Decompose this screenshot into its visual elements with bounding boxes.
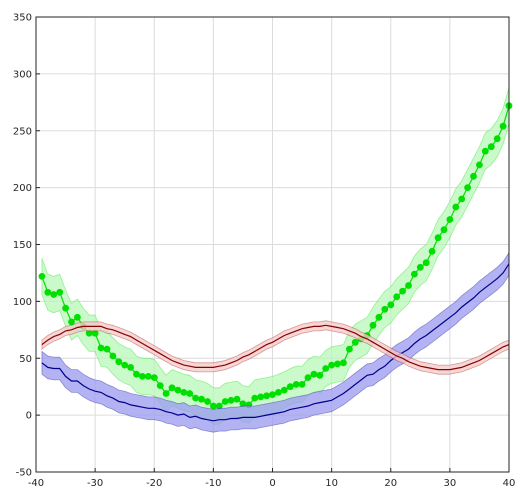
series-0-point xyxy=(103,345,111,353)
series-0-point xyxy=(440,226,448,234)
y-tick-label: 300 xyxy=(13,69,32,80)
series-0-point xyxy=(239,400,247,408)
series-0-point xyxy=(346,345,353,353)
series-0-point xyxy=(91,329,99,337)
series-0-point xyxy=(257,393,265,401)
series-0-point xyxy=(139,373,146,380)
series-0-point xyxy=(97,344,105,352)
series-0-point xyxy=(322,365,330,372)
series-0-point xyxy=(62,304,69,312)
series-0-point xyxy=(310,370,318,378)
series-0-point xyxy=(493,135,501,143)
series-0-point xyxy=(263,392,270,400)
x-tick-label: -30 xyxy=(87,478,103,489)
series-2-line xyxy=(41,324,510,371)
tick-layer: -40 -30 -20 -10 0 10 20 30 40 -50 0 50 100 150 200 250 3… xyxy=(13,13,515,490)
series-0-point xyxy=(56,288,64,296)
series-0-point xyxy=(434,234,442,242)
series-0-point xyxy=(192,394,200,402)
series-0-point xyxy=(286,383,294,391)
x-tick-label: 0 xyxy=(269,478,275,489)
series-0-point xyxy=(275,389,282,396)
x-tick-label: -20 xyxy=(146,478,162,489)
y-tick-label: -50 xyxy=(16,468,32,479)
series-0-point xyxy=(304,374,312,381)
series-0-point xyxy=(233,395,241,403)
x-tick-label: 10 xyxy=(325,478,338,489)
series-0-point xyxy=(387,301,395,309)
series-0-point xyxy=(487,143,495,151)
series-0-point xyxy=(109,352,117,360)
series-0-point xyxy=(127,364,134,371)
series-0-point xyxy=(186,390,194,397)
series-0-point xyxy=(85,329,93,337)
y-tick-label: 200 xyxy=(13,183,32,194)
series-0-point xyxy=(476,161,483,169)
x-tick-label: -10 xyxy=(205,478,221,489)
series-0-point xyxy=(292,381,300,388)
series-0-point xyxy=(316,371,324,379)
x-tick-label: 30 xyxy=(444,478,457,489)
series-0-point xyxy=(328,361,335,369)
series-0-point xyxy=(133,370,140,378)
series-0-point xyxy=(221,398,229,405)
series-0-point xyxy=(428,247,436,255)
series-0-point xyxy=(162,390,170,397)
series-0-point xyxy=(452,203,460,211)
series-0-point xyxy=(115,358,123,366)
series-0-point xyxy=(180,389,188,396)
series-0-point xyxy=(298,381,306,388)
series-0-point xyxy=(399,287,406,295)
series-0-point xyxy=(38,273,46,280)
series-0-point xyxy=(121,361,129,369)
series-0-point xyxy=(464,184,471,192)
series-0-point xyxy=(369,321,377,329)
series-0-point xyxy=(74,313,81,321)
y-tick-label: 0 xyxy=(26,411,32,422)
series-0-point xyxy=(375,313,383,321)
series-0-point xyxy=(422,259,430,267)
series-0-point xyxy=(44,288,52,296)
x-tick-label: -40 xyxy=(28,478,44,489)
series-0-point xyxy=(50,291,58,298)
series-0-point xyxy=(340,359,347,367)
x-tick-label: 40 xyxy=(503,478,516,489)
series-0-point xyxy=(499,122,507,130)
series-0-point xyxy=(215,402,223,410)
series-0-point xyxy=(381,305,389,313)
series-0-point xyxy=(411,270,418,278)
series-0-point xyxy=(144,373,152,380)
series-0-point xyxy=(204,398,211,405)
series-0-point xyxy=(405,282,412,289)
series-0-point xyxy=(251,394,259,402)
series-0-point xyxy=(198,395,205,403)
x-tick-label: 20 xyxy=(384,478,397,489)
series-0-point xyxy=(168,384,176,392)
series-0-point xyxy=(280,386,288,394)
series-0-point xyxy=(470,172,477,180)
y-tick-label: 50 xyxy=(19,354,32,365)
series-0-point xyxy=(446,216,454,223)
series-0-point xyxy=(210,402,217,410)
series-0-point xyxy=(156,382,164,389)
series-0-point xyxy=(227,396,235,404)
series-0-point xyxy=(416,263,424,271)
y-tick-label: 350 xyxy=(13,13,32,24)
y-tick-label: 150 xyxy=(13,240,32,251)
series-0-point xyxy=(334,360,341,368)
y-tick-label: 100 xyxy=(13,297,32,308)
series-0-point xyxy=(269,391,276,398)
series-0-point xyxy=(481,147,489,155)
series-0-point xyxy=(458,195,466,203)
series-1-line xyxy=(41,263,510,422)
series-0-point xyxy=(351,338,359,346)
series-0-point xyxy=(68,318,75,326)
series-0-point xyxy=(174,386,182,394)
series-0-point xyxy=(393,293,401,301)
y-tick-label: 250 xyxy=(13,126,32,137)
series-0-point xyxy=(150,374,158,381)
